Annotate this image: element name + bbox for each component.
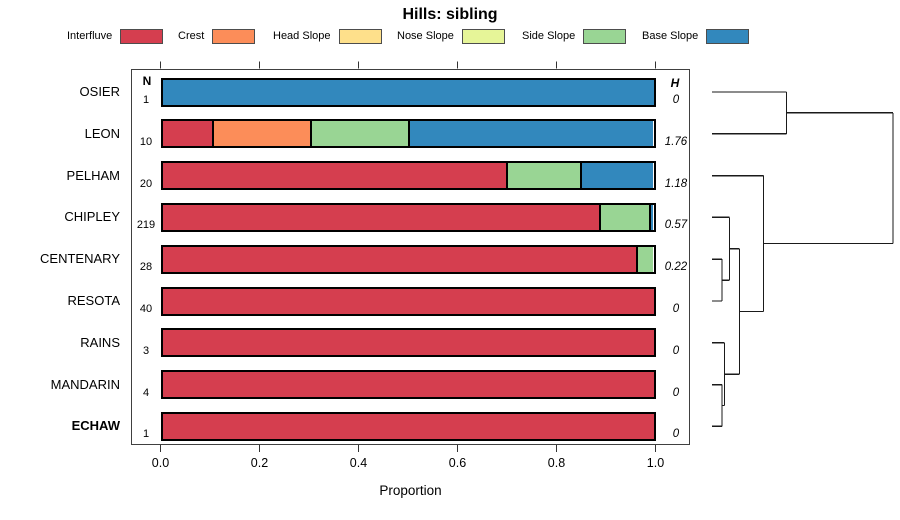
row-label: OSIER — [79, 84, 120, 99]
bar-segment — [162, 163, 507, 189]
bar-segment — [162, 413, 654, 439]
h-value: 1.76 — [664, 135, 688, 148]
dendrogram — [712, 91, 894, 428]
legend-swatch — [706, 28, 750, 44]
n-column-header: N — [142, 74, 152, 88]
axis-ticks — [159, 61, 657, 452]
legend-item: Interfluve — [67, 28, 164, 44]
bar-segment — [162, 330, 654, 356]
plot-frame — [131, 68, 690, 445]
row-label: RESOTA — [67, 293, 121, 308]
legend-label: Side Slope — [522, 30, 576, 42]
h-value: 1.18 — [664, 177, 688, 190]
bar-segment — [309, 121, 408, 147]
legend-label: Nose Slope — [397, 30, 454, 42]
row-label: PELHAM — [66, 167, 120, 183]
bar-segment — [162, 204, 600, 230]
legend-swatch — [338, 28, 382, 44]
legend-item: Crest — [178, 28, 256, 44]
legend-swatch — [120, 28, 164, 44]
bar-segment — [407, 121, 654, 147]
legend-item: Side Slope — [522, 28, 627, 44]
row-label: ECHAW — [71, 418, 120, 434]
legend-label: Head Slope — [273, 30, 331, 42]
row-label: LEON — [84, 125, 120, 141]
n-value: 28 — [139, 261, 153, 274]
stacked-bar — [160, 328, 656, 358]
stacked-bar — [160, 244, 656, 274]
h-value: 0 — [672, 428, 680, 441]
h-column-header: H — [670, 76, 680, 90]
h-value: 0 — [672, 386, 680, 399]
stacked-bar — [160, 411, 656, 441]
legend-item: Base Slope — [642, 28, 750, 44]
x-axis-title: Proportion — [379, 483, 442, 498]
axis-tick-label: 0.6 — [448, 456, 467, 470]
axis-tick-label: 0.4 — [349, 456, 368, 470]
bar-segment — [599, 204, 649, 230]
bar-segment — [162, 288, 654, 314]
h-value: 0 — [672, 94, 680, 106]
legend-label: Interfluve — [67, 30, 113, 42]
bar-segment — [162, 246, 636, 272]
legend-item: Nose Slope — [397, 28, 505, 44]
bar-segment — [162, 79, 654, 105]
axis-tick-label: 0.2 — [250, 456, 269, 470]
bar-segment — [506, 163, 580, 189]
legend-swatch — [461, 28, 505, 44]
h-value: 0 — [672, 344, 680, 357]
bar-segment — [648, 204, 654, 230]
row-label: CHIPLEY — [64, 209, 120, 225]
stacked-bar — [160, 119, 656, 149]
n-value: 219 — [136, 219, 156, 232]
h-value: 0 — [672, 303, 680, 315]
bar-segment — [162, 372, 654, 398]
row-label: MANDARIN — [50, 376, 120, 392]
stacked-bar — [160, 370, 656, 400]
legend-swatch — [212, 28, 256, 44]
axis-tick-label: 0.0 — [151, 456, 170, 470]
stacked-bar — [160, 161, 656, 191]
n-value: 20 — [139, 177, 153, 190]
n-value: 10 — [139, 135, 153, 148]
legend-label: Base Slope — [642, 30, 699, 42]
h-value: 0.57 — [664, 219, 688, 232]
legend-label: Crest — [178, 30, 205, 42]
n-value: 1 — [142, 428, 150, 441]
bar-segment — [579, 163, 654, 189]
legend-item: Head Slope — [273, 28, 382, 44]
n-value: 40 — [139, 303, 153, 315]
h-value: 0.22 — [664, 261, 688, 274]
bar-segment — [211, 121, 310, 147]
stacked-bar — [160, 77, 656, 107]
row-label: RAINS — [80, 334, 120, 350]
legend-swatch — [583, 28, 627, 44]
chart-title: Hills: sibling — [402, 6, 498, 23]
stacked-bar — [160, 202, 656, 232]
bar-segment — [162, 121, 212, 147]
stacked-bar — [160, 286, 656, 316]
n-value: 3 — [142, 344, 150, 357]
n-value: 4 — [142, 386, 150, 399]
axis-tick-label: 0.8 — [547, 456, 566, 470]
bar-segment — [635, 246, 654, 272]
axis-tick-label: 1.0 — [646, 456, 665, 470]
n-value: 1 — [142, 94, 150, 106]
row-label: CENTENARY — [40, 251, 120, 267]
